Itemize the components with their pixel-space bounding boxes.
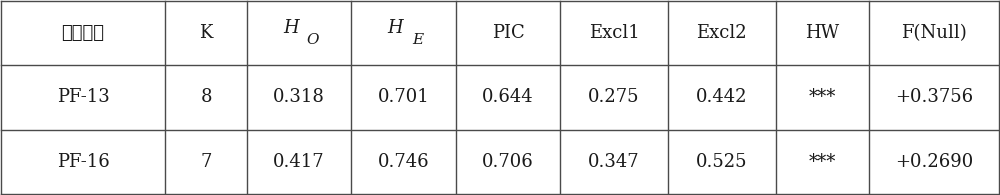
- Text: 8: 8: [200, 89, 212, 106]
- Text: 0.746: 0.746: [378, 153, 429, 171]
- Text: 7: 7: [200, 153, 212, 171]
- Text: ***: ***: [809, 153, 836, 171]
- Text: H: H: [283, 19, 299, 37]
- Text: PF-16: PF-16: [57, 153, 109, 171]
- Text: 0.525: 0.525: [696, 153, 748, 171]
- Text: +0.2690: +0.2690: [895, 153, 973, 171]
- Text: 0.706: 0.706: [482, 153, 534, 171]
- Text: 0.701: 0.701: [378, 89, 429, 106]
- Text: 0.644: 0.644: [482, 89, 534, 106]
- Text: H: H: [388, 19, 403, 37]
- Text: HW: HW: [805, 24, 839, 42]
- Text: F(Null): F(Null): [901, 24, 967, 42]
- Text: E: E: [412, 33, 423, 47]
- Text: O: O: [307, 33, 319, 47]
- Text: 0.318: 0.318: [273, 89, 325, 106]
- Text: 0.275: 0.275: [588, 89, 640, 106]
- Text: 引物名称: 引物名称: [61, 24, 104, 42]
- Text: K: K: [199, 24, 213, 42]
- Text: 0.417: 0.417: [273, 153, 325, 171]
- Text: PF-13: PF-13: [57, 89, 109, 106]
- Text: Excl2: Excl2: [697, 24, 747, 42]
- Text: PIC: PIC: [492, 24, 524, 42]
- Text: 0.347: 0.347: [588, 153, 640, 171]
- Text: ***: ***: [809, 89, 836, 106]
- Text: 0.442: 0.442: [696, 89, 748, 106]
- Text: Excl1: Excl1: [589, 24, 639, 42]
- Text: +0.3756: +0.3756: [895, 89, 973, 106]
